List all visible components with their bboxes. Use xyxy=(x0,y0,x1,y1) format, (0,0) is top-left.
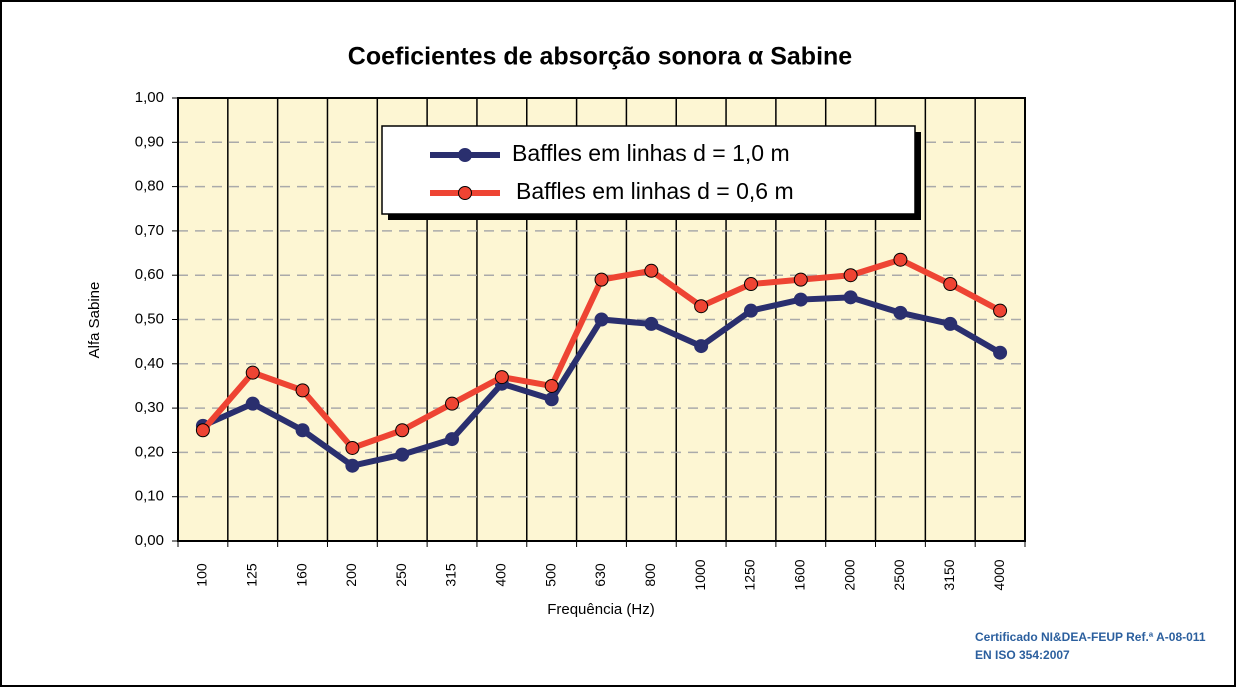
x-tick-label: 200 xyxy=(343,563,359,587)
point xyxy=(743,303,758,318)
x-tick-label: 630 xyxy=(592,563,608,587)
point xyxy=(694,299,709,314)
point xyxy=(295,383,310,398)
point xyxy=(993,303,1008,318)
point xyxy=(694,339,709,354)
chart-title: Coeficientes de absorção sonora α Sabine xyxy=(348,43,853,71)
x-tick-label: 315 xyxy=(443,563,459,587)
point xyxy=(245,365,260,380)
x-tick-label: 250 xyxy=(393,563,409,587)
x-tick-label: 3150 xyxy=(941,559,957,590)
point xyxy=(644,316,659,331)
x-tick-label: 2500 xyxy=(891,559,907,590)
x-tick-label: 2000 xyxy=(841,559,857,590)
x-tick-label: 1000 xyxy=(692,559,708,590)
y-tick-label: 0,80 xyxy=(135,178,164,195)
x-tick-label: 1250 xyxy=(742,559,758,590)
y-tick-label: 0,10 xyxy=(135,488,164,505)
x-tick-label: 160 xyxy=(293,563,309,587)
point xyxy=(445,396,460,411)
point xyxy=(943,277,958,292)
note: Certificado NI&DEA-FEUP Ref.ª A-08-011 xyxy=(975,630,1206,644)
legend-label: Baffles em linhas d = 1,0 m xyxy=(512,140,790,166)
point xyxy=(743,277,758,292)
x-tick-label: 100 xyxy=(194,563,210,587)
point xyxy=(594,312,609,327)
point xyxy=(993,345,1008,360)
point xyxy=(395,447,410,462)
point xyxy=(644,263,659,278)
legend xyxy=(381,125,916,215)
point xyxy=(594,272,609,287)
point xyxy=(843,268,858,283)
plot-border xyxy=(177,97,1026,542)
point xyxy=(793,292,808,307)
point xyxy=(345,440,360,455)
point xyxy=(245,396,260,411)
point xyxy=(843,290,858,305)
note: EN ISO 354:2007 xyxy=(975,648,1070,662)
y-axis-label: Alfa Sabine xyxy=(86,282,103,359)
point xyxy=(943,316,958,331)
y-tick-label: 0,00 xyxy=(135,532,164,549)
y-tick-label: 0,90 xyxy=(135,133,164,150)
point xyxy=(295,423,310,438)
y-tick-label: 0,60 xyxy=(135,266,164,283)
y-tick-label: 0,50 xyxy=(135,310,164,327)
point xyxy=(893,252,908,267)
point xyxy=(195,423,210,438)
y-tick-label: 0,40 xyxy=(135,355,164,372)
x-tick-label: 125 xyxy=(243,563,259,587)
legend-marker xyxy=(458,148,472,162)
y-tick-label: 1,00 xyxy=(135,89,164,106)
point xyxy=(494,370,509,385)
point xyxy=(893,305,908,320)
x-tick-label: 800 xyxy=(642,563,658,587)
y-tick-label: 0,20 xyxy=(135,443,164,460)
x-tick-label: 4000 xyxy=(991,559,1007,590)
point xyxy=(793,272,808,287)
point xyxy=(345,458,360,473)
x-tick-label: 1600 xyxy=(791,559,807,590)
y-tick-label: 0,30 xyxy=(135,399,164,416)
point xyxy=(445,432,460,447)
x-tick-label: 400 xyxy=(493,563,509,587)
point xyxy=(544,392,559,407)
x-tick-label: 500 xyxy=(542,563,558,587)
legend-marker xyxy=(458,186,472,200)
y-tick-label: 0,70 xyxy=(135,222,164,239)
point xyxy=(544,378,559,393)
legend-label: Baffles em linhas d = 0,6 m xyxy=(516,178,794,204)
point xyxy=(395,423,410,438)
x-axis-label: Frequência (Hz) xyxy=(547,601,655,618)
